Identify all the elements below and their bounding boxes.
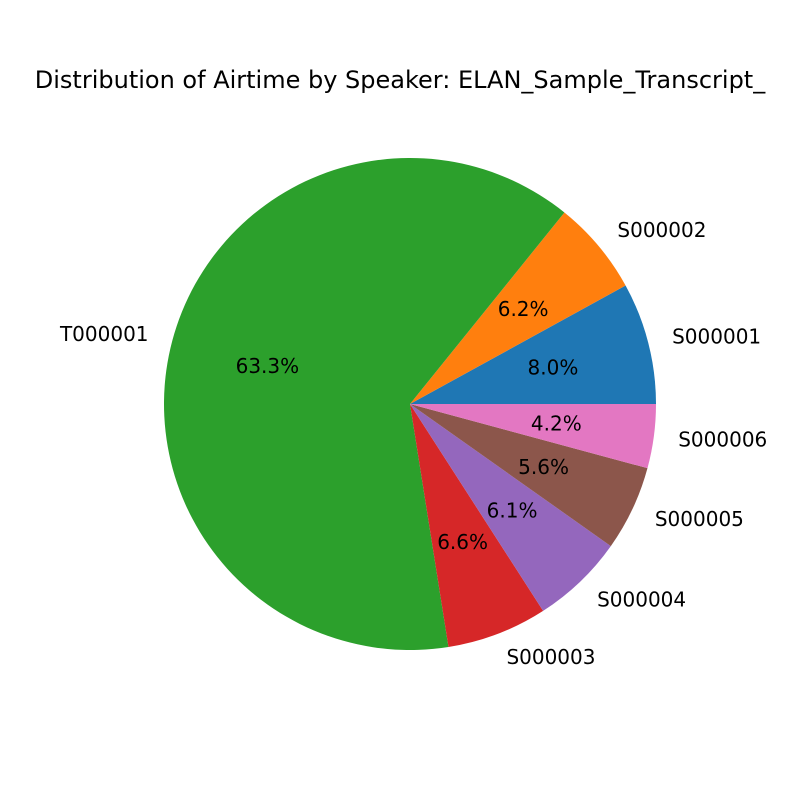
slice-label-s000006: S000006 [678,428,767,452]
chart-title: Distribution of Airtime by Speaker: ELAN… [35,66,766,94]
slice-label-s000001: S000001 [672,325,761,349]
slice-label-s000003: S000003 [506,645,595,669]
slice-label-s000005: S000005 [655,507,744,531]
slice-pct-s000003: 6.6% [437,530,488,554]
slice-label-s000002: S000002 [617,218,706,242]
slice-pct-s000005: 5.6% [518,455,569,479]
pie-slices [163,157,656,650]
pie-slice-s000003 [410,404,544,647]
slice-pct-t000001: 63.3% [236,354,300,378]
pie-slice-s000006 [410,404,656,469]
slice-label-s000004: S000004 [597,588,686,612]
slice-pct-s000002: 6.2% [498,297,549,321]
slice-pct-s000001: 8.0% [528,355,579,379]
pie-slice-s000002 [410,212,626,404]
slice-pct-s000004: 6.1% [487,499,538,523]
slice-label-t000001: T000001 [59,322,149,346]
slice-pct-s000006: 4.2% [531,411,582,435]
pie-slice-s000005 [410,404,648,547]
pie-slice-t000001 [163,157,565,650]
pie-slice-s000004 [410,404,611,611]
pie-labels: S000001 8.0% S000002 6.2% T000001 63.3% S00000… [59,218,767,669]
pie-slice-s000001 [410,285,656,404]
